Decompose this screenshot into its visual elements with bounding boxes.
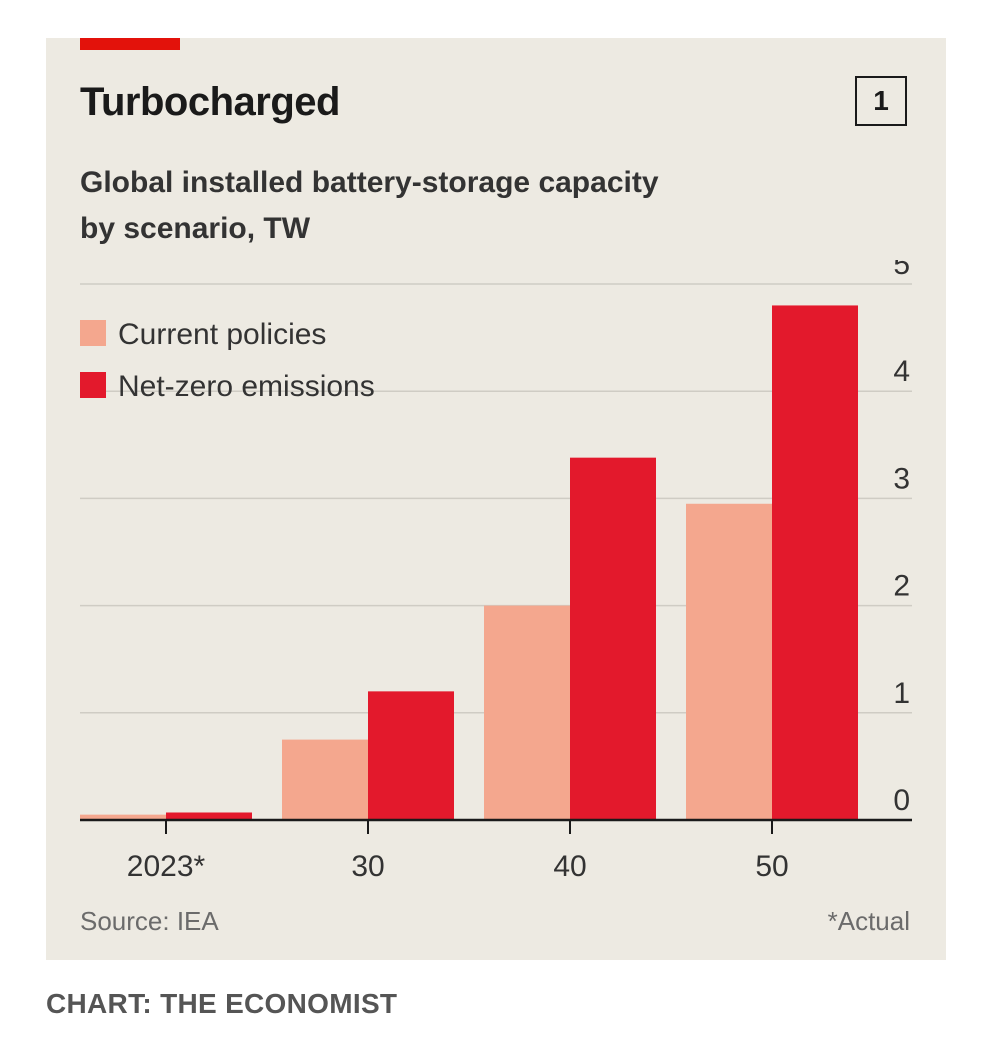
y-tick-label: 5 xyxy=(893,260,910,281)
bar-net-zero-0 xyxy=(166,812,252,820)
x-tick-label: 30 xyxy=(351,850,384,880)
y-tick-label: 0 xyxy=(893,784,910,817)
chart-number-badge: 1 xyxy=(855,76,907,126)
footnote: *Actual xyxy=(827,906,910,936)
chart-credit: CHART: THE ECONOMIST xyxy=(46,988,398,1019)
source-note: Source: IEA xyxy=(80,906,219,936)
bar-net-zero-3 xyxy=(772,305,858,820)
x-tick-label: 50 xyxy=(755,850,788,880)
x-tick-label: 2023* xyxy=(127,850,206,880)
bar-current-policies-0 xyxy=(80,814,166,820)
legend-swatch-1 xyxy=(80,372,106,398)
chart-title: Turbocharged xyxy=(80,80,340,124)
accent-bar xyxy=(80,38,180,50)
y-tick-label: 2 xyxy=(893,570,910,603)
chart-subtitle: Global installed battery-storage capacit… xyxy=(80,166,659,245)
bar-current-policies-2 xyxy=(484,605,570,820)
y-tick-label: 4 xyxy=(893,355,910,388)
legend-label-0: Current policies xyxy=(118,318,326,351)
x-tick-label: 40 xyxy=(553,850,586,880)
bar-chart: 0 1 2 3 4 5 2023* 30 40 50 Current policies Net-zer… xyxy=(80,260,912,880)
y-tick-label: 1 xyxy=(893,677,910,710)
legend-label-1: Net-zero emissions xyxy=(118,370,375,403)
bar-net-zero-2 xyxy=(570,457,656,820)
legend-swatch-0 xyxy=(80,320,106,346)
bar-net-zero-1 xyxy=(368,691,454,820)
y-tick-label: 3 xyxy=(893,462,910,495)
bar-current-policies-3 xyxy=(686,503,772,820)
bar-current-policies-1 xyxy=(282,739,368,820)
